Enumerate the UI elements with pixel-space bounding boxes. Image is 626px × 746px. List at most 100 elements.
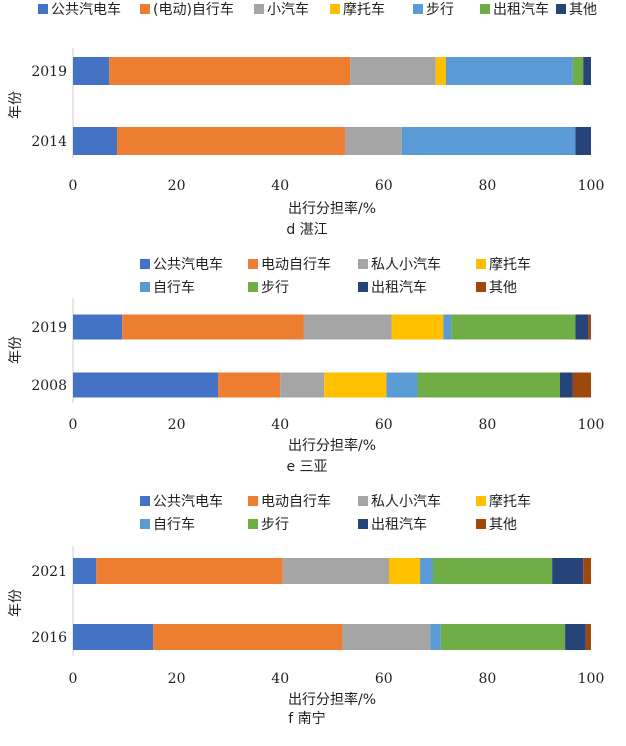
- bar-segment: [344, 127, 402, 155]
- y-tick-label: 2019: [31, 320, 67, 336]
- bar-segment: [575, 127, 591, 155]
- legend-swatch: [248, 259, 258, 269]
- chart-title: d 湛江: [286, 222, 327, 238]
- legend-swatch: [140, 259, 150, 269]
- bar-segment: [445, 57, 573, 85]
- chart-panel-1: 公共汽电车 (电动)自行车 小汽车 摩托车 步行 出租汽车 其他 2019 2014 0 20 40 6…: [8, 1, 604, 238]
- chart-title: e 三亚: [286, 459, 327, 475]
- x-tick-label: 100: [578, 417, 605, 433]
- y-tick-label: 2014: [31, 134, 67, 150]
- bar-segment: [430, 624, 441, 650]
- legend-swatch: [140, 519, 150, 529]
- bar-segment: [443, 314, 452, 340]
- bar-segment: [153, 624, 343, 650]
- bar-segment: [417, 372, 560, 398]
- bar-segment: [324, 372, 387, 398]
- legend-swatch: [358, 282, 368, 292]
- bar-segment: [565, 624, 586, 650]
- x-tick-label: 80: [478, 671, 496, 687]
- x-tick-label: 20: [168, 417, 186, 433]
- y-tick-label: 2008: [31, 378, 67, 394]
- legend-label: 出租汽车: [371, 516, 427, 533]
- legend-swatch: [254, 4, 264, 14]
- legend-label: 步行: [261, 517, 289, 533]
- legend-label: 步行: [426, 2, 454, 18]
- bar-segment: [433, 558, 553, 584]
- legend-swatch: [140, 4, 150, 14]
- legend-label: 私人小汽车: [371, 256, 441, 273]
- y-axis-label: 年份: [8, 589, 24, 617]
- x-axis-label: 出行分担率/%: [288, 200, 376, 217]
- legend-swatch: [413, 4, 423, 14]
- legend-swatch: [330, 4, 340, 14]
- legend-label: 公共汽电车: [153, 493, 223, 510]
- bar-segment: [386, 372, 418, 398]
- x-tick-label: 100: [578, 671, 605, 687]
- bar-segment: [440, 624, 566, 650]
- legend-label: 自行车: [153, 516, 195, 533]
- legend-label: 摩托车: [489, 256, 531, 273]
- chart-title: f 南宁: [288, 710, 325, 727]
- bar-segment: [282, 558, 389, 584]
- y-axis-label: 年份: [8, 91, 24, 119]
- x-tick-label: 20: [168, 671, 186, 687]
- bar-segment: [572, 372, 591, 398]
- legend-label: 电动自行车: [261, 256, 331, 273]
- legend-swatch: [140, 282, 150, 292]
- bar-segment: [73, 57, 110, 85]
- y-axis-label: 年份: [8, 336, 24, 364]
- legend-swatch: [248, 282, 258, 292]
- bar-segment: [588, 314, 591, 340]
- legend-swatch: [248, 519, 258, 529]
- bar-segment: [122, 314, 304, 340]
- x-tick-label: 60: [375, 178, 393, 194]
- bar-segment: [572, 57, 584, 85]
- x-tick-label: 0: [69, 178, 78, 194]
- bar-segment: [435, 57, 446, 85]
- legend-label: 自行车: [153, 279, 195, 296]
- bar-segment: [280, 372, 325, 398]
- x-tick-label: 40: [271, 671, 289, 687]
- legend-swatch: [476, 259, 486, 269]
- legend-swatch: [358, 519, 368, 529]
- bar-segment: [583, 57, 591, 85]
- bar-segment: [391, 314, 444, 340]
- y-tick-label: 2016: [31, 630, 67, 646]
- legend-swatch: [140, 496, 150, 506]
- legend-swatch: [476, 282, 486, 292]
- bar-segment: [401, 127, 576, 155]
- x-tick-label: 60: [375, 417, 393, 433]
- x-tick-label: 0: [69, 417, 78, 433]
- legend-label: 摩托车: [489, 493, 531, 510]
- x-tick-label: 20: [168, 178, 186, 194]
- bar-segment: [73, 127, 118, 155]
- legend-label: 其他: [489, 517, 517, 533]
- bar-segment: [73, 314, 123, 340]
- x-tick-label: 40: [271, 417, 289, 433]
- legend-label: 私人小汽车: [371, 493, 441, 510]
- bar-segment: [585, 624, 591, 650]
- bar-segment: [583, 558, 591, 584]
- x-tick-label: 80: [478, 178, 496, 194]
- bar-segment: [218, 372, 281, 398]
- legend-label: (电动)自行车: [153, 1, 234, 18]
- x-tick-label: 80: [478, 417, 496, 433]
- legend-label: 公共汽电车: [153, 256, 223, 273]
- legend-swatch: [358, 259, 368, 269]
- bar-segment: [388, 558, 421, 584]
- legend-label: 小汽车: [267, 1, 309, 18]
- bar-segment: [303, 314, 392, 340]
- legend-label: 出租汽车: [493, 1, 549, 18]
- bar-segment: [73, 624, 154, 650]
- legend-swatch: [358, 496, 368, 506]
- bar-segment: [117, 127, 345, 155]
- legend-swatch: [556, 4, 566, 14]
- bar-segment: [342, 624, 431, 650]
- bar-segment: [420, 558, 434, 584]
- bar-segment: [109, 57, 351, 85]
- y-tick-label: 2019: [31, 64, 67, 80]
- y-tick-label: 2021: [31, 564, 67, 580]
- bar-segment: [552, 558, 584, 584]
